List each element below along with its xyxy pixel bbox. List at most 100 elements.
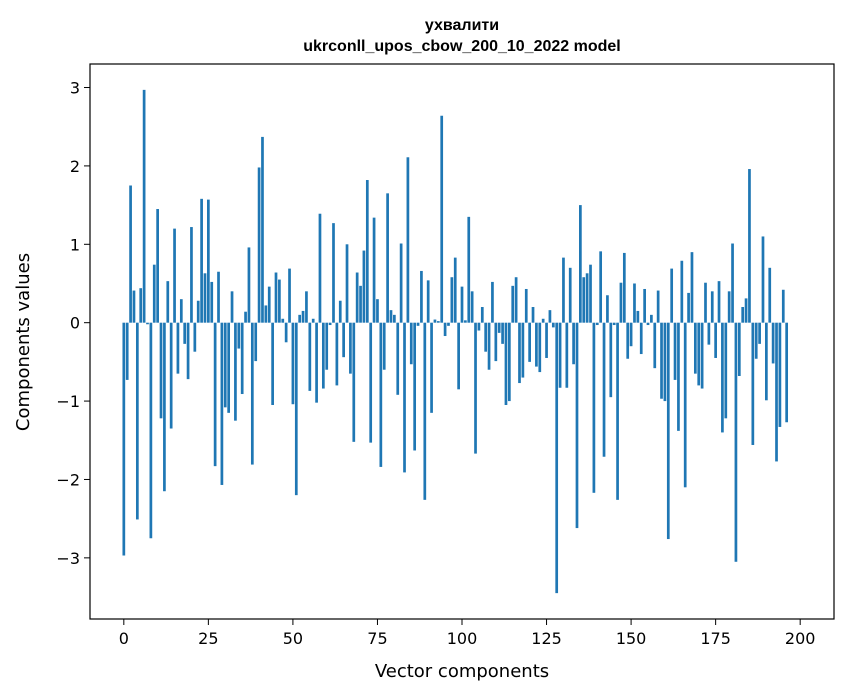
bar-103 bbox=[470, 291, 474, 323]
bar-130 bbox=[562, 257, 565, 323]
bar-series bbox=[122, 89, 789, 594]
bar-2 bbox=[129, 185, 132, 323]
bar-127 bbox=[551, 322, 555, 328]
bar-170 bbox=[697, 322, 701, 386]
bar-96 bbox=[447, 322, 450, 326]
bar-132 bbox=[568, 267, 572, 323]
bar-55 bbox=[308, 322, 312, 391]
bar-41 bbox=[261, 136, 264, 323]
bar-18 bbox=[183, 322, 187, 344]
bar-141 bbox=[599, 251, 603, 323]
bar-180 bbox=[731, 243, 734, 323]
bar-117 bbox=[518, 322, 521, 384]
bar-82 bbox=[399, 243, 403, 323]
y-tick-label: −3 bbox=[56, 549, 80, 568]
x-tick-label: 25 bbox=[198, 629, 218, 648]
bar-175 bbox=[714, 322, 717, 358]
bar-60 bbox=[325, 322, 329, 370]
bar-46 bbox=[278, 279, 281, 323]
y-tick-label: 1 bbox=[70, 235, 80, 254]
bar-81 bbox=[396, 322, 400, 395]
bar-69 bbox=[355, 272, 359, 323]
bar-28 bbox=[217, 271, 220, 323]
bar-121 bbox=[531, 307, 535, 323]
bar-0 bbox=[122, 322, 126, 556]
bar-34 bbox=[237, 322, 241, 349]
bar-114 bbox=[507, 322, 511, 402]
bar-21 bbox=[193, 322, 197, 352]
bar-93 bbox=[436, 321, 440, 323]
bar-19 bbox=[186, 322, 190, 380]
bar-158 bbox=[656, 290, 660, 323]
bar-137 bbox=[585, 273, 589, 323]
bar-7 bbox=[146, 322, 149, 325]
bar-43 bbox=[267, 286, 271, 323]
y-axis-label: Components values bbox=[13, 253, 34, 431]
bar-133 bbox=[572, 322, 575, 365]
bar-162 bbox=[670, 268, 674, 323]
bar-66 bbox=[345, 244, 349, 323]
bar-65 bbox=[342, 322, 345, 358]
bar-124 bbox=[541, 318, 545, 323]
bar-40 bbox=[257, 167, 261, 323]
bar-63 bbox=[335, 322, 339, 386]
bar-23 bbox=[200, 198, 203, 323]
bar-152 bbox=[636, 310, 640, 323]
bar-52 bbox=[298, 314, 302, 323]
bar-80 bbox=[393, 314, 396, 323]
bar-138 bbox=[589, 264, 592, 323]
bar-78 bbox=[386, 193, 389, 323]
bar-73 bbox=[369, 322, 373, 443]
bar-166 bbox=[683, 322, 687, 488]
bar-195 bbox=[781, 289, 785, 323]
bar-172 bbox=[704, 282, 707, 323]
bar-70 bbox=[359, 285, 362, 323]
bar-58 bbox=[318, 213, 322, 323]
bar-31 bbox=[227, 322, 231, 413]
bar-186 bbox=[751, 322, 755, 445]
bar-5 bbox=[139, 288, 143, 323]
bar-59 bbox=[321, 322, 325, 389]
bar-163 bbox=[673, 322, 677, 380]
bar-104 bbox=[474, 322, 477, 454]
bar-161 bbox=[666, 322, 670, 540]
bar-181 bbox=[734, 322, 738, 562]
bar-191 bbox=[768, 267, 772, 323]
bar-110 bbox=[494, 322, 498, 362]
y-tick-label: 2 bbox=[70, 157, 80, 176]
bar-54 bbox=[305, 291, 308, 323]
bar-91 bbox=[430, 322, 433, 413]
bar-44 bbox=[271, 322, 274, 405]
bar-13 bbox=[166, 281, 170, 323]
bar-14 bbox=[169, 322, 173, 429]
bar-115 bbox=[511, 285, 515, 323]
bar-177 bbox=[721, 322, 724, 433]
bar-100 bbox=[460, 286, 464, 323]
bar-85 bbox=[409, 322, 413, 365]
bar-143 bbox=[606, 295, 609, 323]
bar-183 bbox=[741, 307, 745, 323]
bar-120 bbox=[528, 322, 531, 362]
bar-35 bbox=[240, 322, 244, 395]
y-axis-ticks: −3 −2 −1 0 1 2 3 bbox=[56, 79, 90, 568]
bar-56 bbox=[311, 318, 315, 323]
bar-1 bbox=[125, 322, 129, 380]
bar-131 bbox=[565, 322, 569, 388]
bar-20 bbox=[190, 227, 193, 323]
bar-140 bbox=[595, 322, 599, 326]
bar-84 bbox=[406, 157, 410, 323]
bar-129 bbox=[558, 322, 562, 388]
bar-22 bbox=[196, 300, 200, 323]
bar-144 bbox=[609, 322, 613, 398]
bar-187 bbox=[754, 322, 758, 359]
bar-62 bbox=[332, 223, 335, 323]
bar-125 bbox=[545, 322, 548, 358]
bar-149 bbox=[626, 322, 630, 359]
bar-97 bbox=[450, 277, 454, 323]
bar-24 bbox=[203, 273, 207, 323]
chart-subtitle: ukrconll_upos_cbow_200_10_2022 model bbox=[303, 38, 620, 55]
bar-106 bbox=[480, 307, 484, 323]
bar-30 bbox=[223, 322, 227, 408]
bar-64 bbox=[338, 300, 342, 323]
